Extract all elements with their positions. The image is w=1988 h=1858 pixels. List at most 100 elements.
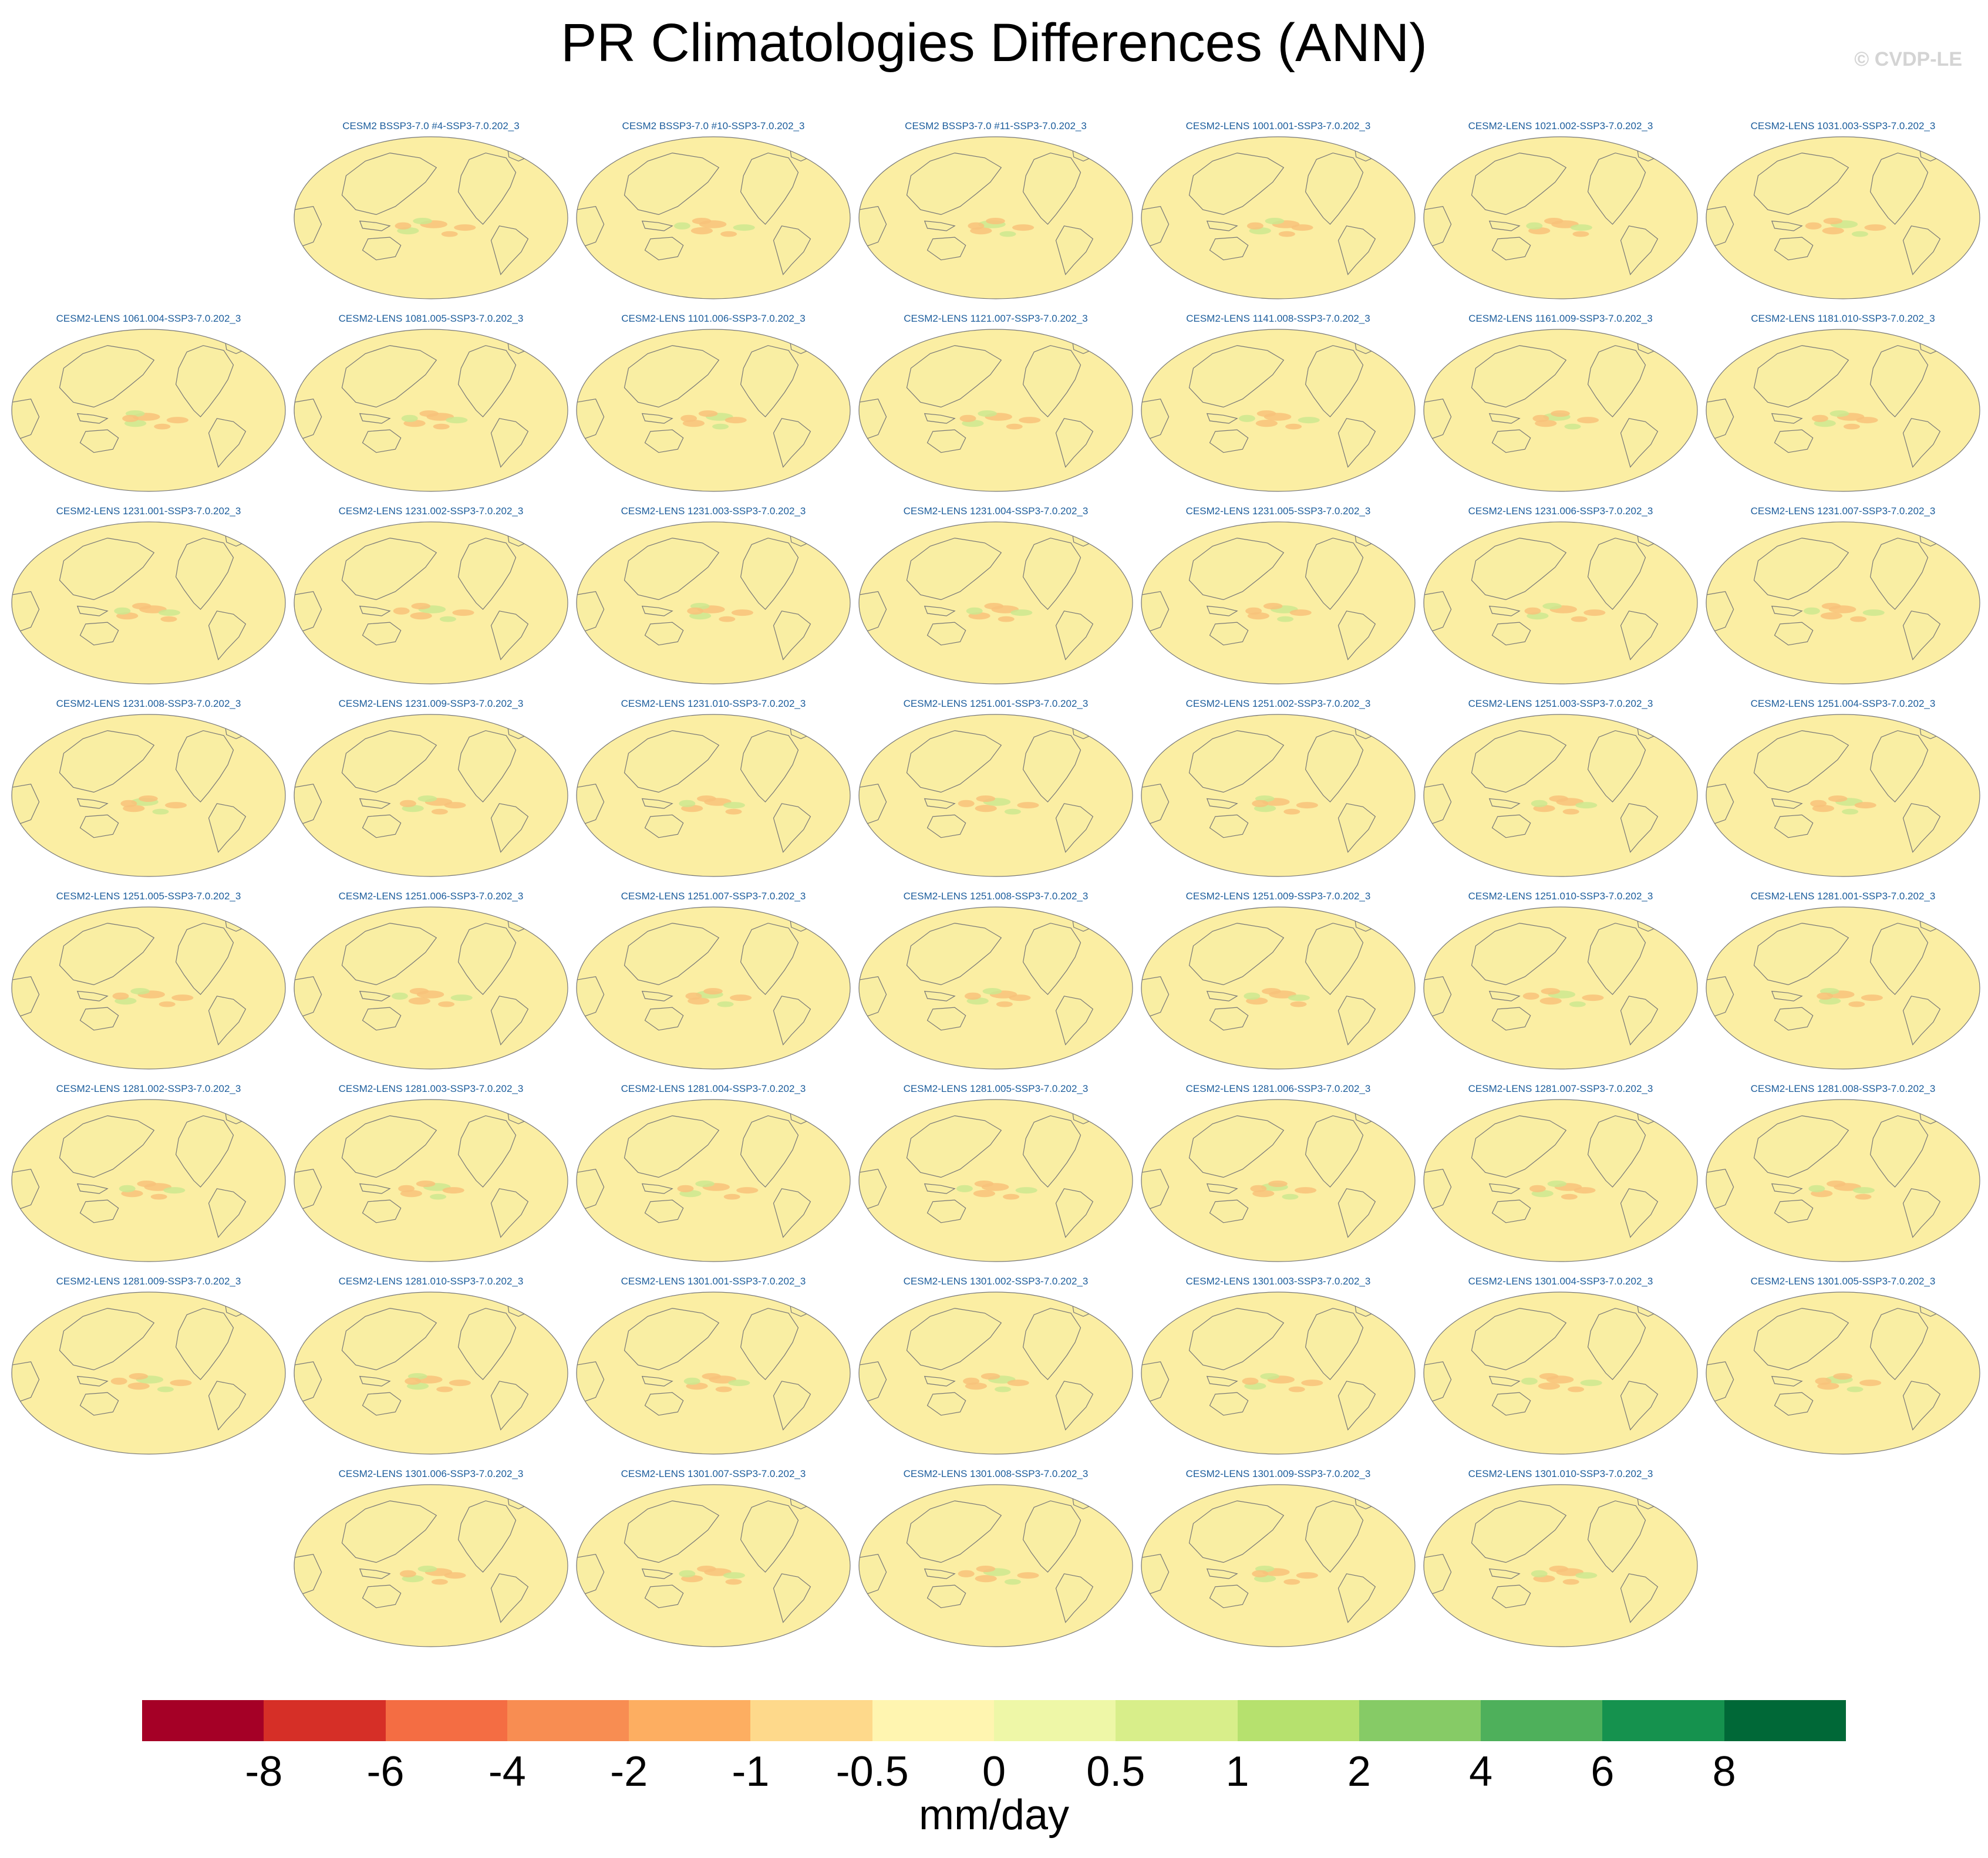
- anomaly-patch: [399, 800, 416, 807]
- coastline: [1188, 345, 1285, 408]
- anomaly-patch: [132, 603, 151, 609]
- map: [858, 1484, 1133, 1647]
- map-background: [294, 1292, 568, 1454]
- colorbar-swatch: [750, 1700, 872, 1741]
- anomaly-patch: [1531, 800, 1548, 807]
- map-background: [859, 522, 1133, 684]
- map-panel: CESM2-LENS 1031.003-SSP3-7.0.202_3: [1703, 120, 1983, 302]
- coastline: [1771, 1375, 1803, 1387]
- anomaly-patch: [1811, 414, 1828, 422]
- map-panel: CESM2-LENS 1021.002-SSP3-7.0.202_3: [1420, 120, 1701, 302]
- anomaly-patch: [399, 1570, 416, 1577]
- panel-title: CESM2-LENS 1281.005-SSP3-7.0.202_3: [903, 1083, 1089, 1094]
- anomaly-patch: [1524, 607, 1541, 615]
- map-panel: CESM2-LENS 1251.006-SSP3-7.0.202_3: [291, 891, 571, 1073]
- colorbar-tick-label: 1: [1225, 1748, 1249, 1795]
- map-background: [577, 1485, 850, 1647]
- map-border: [576, 521, 851, 684]
- coastline: [359, 990, 391, 1002]
- map: [1706, 329, 1980, 492]
- coastline: [59, 730, 155, 793]
- map-border: [1141, 714, 1416, 877]
- anomaly-patch: [152, 808, 169, 815]
- anomaly-patch: [409, 988, 429, 994]
- coastline: [79, 1199, 119, 1223]
- map: [1141, 136, 1416, 299]
- panel-title: CESM2-LENS 1281.007-SSP3-7.0.202_3: [1468, 1083, 1653, 1094]
- anomaly-patch: [1532, 414, 1549, 422]
- colorbar-tick-label: 4: [1469, 1748, 1493, 1795]
- anomaly-patch: [411, 603, 431, 609]
- anomaly-patch: [1521, 1377, 1538, 1385]
- map-border: [576, 1099, 851, 1262]
- anomaly-patch: [959, 414, 976, 422]
- map-background: [12, 907, 285, 1069]
- anomaly-patch: [958, 1570, 975, 1577]
- panel-title: CESM2-LENS 1231.010-SSP3-7.0.202_3: [621, 698, 806, 709]
- panel-title: CESM2-LENS 1301.008-SSP3-7.0.202_3: [903, 1468, 1089, 1479]
- coastline: [76, 990, 109, 1002]
- coastline: [859, 1554, 887, 1596]
- anomaly-patch: [1582, 994, 1604, 1002]
- colorbar-tick-label: 0: [982, 1748, 1006, 1795]
- coastline: [1209, 1007, 1249, 1031]
- anomaly-patch: [454, 224, 476, 231]
- coastline: [1869, 922, 1929, 995]
- map: [576, 1099, 851, 1262]
- coastline: [926, 237, 966, 261]
- coastline: [926, 1199, 966, 1223]
- coastline: [294, 399, 322, 440]
- coastline: [208, 803, 247, 853]
- colorbar-swatch: [1237, 1700, 1359, 1741]
- coastline: [341, 1500, 437, 1563]
- map-background: [1706, 907, 1980, 1069]
- anomaly-patch: [1551, 410, 1570, 417]
- anomaly-patch: [441, 231, 458, 237]
- anomaly-patch: [139, 795, 158, 802]
- coastline: [1206, 1568, 1238, 1579]
- anomaly-patch: [958, 800, 975, 807]
- map: [294, 906, 568, 1070]
- map-background: [577, 522, 850, 684]
- anomaly-patch: [1547, 1181, 1567, 1187]
- coastline: [1337, 1381, 1376, 1431]
- map-panel: CESM2-LENS 1301.002-SSP3-7.0.202_3: [855, 1276, 1136, 1458]
- map-border: [294, 1292, 568, 1455]
- anomaly-patch: [975, 1575, 997, 1583]
- map-background: [12, 522, 285, 684]
- map: [1423, 714, 1698, 877]
- anomaly-patch: [1252, 1570, 1269, 1577]
- coastline: [859, 784, 887, 825]
- anomaly-patch: [725, 808, 742, 815]
- coastline: [294, 784, 322, 825]
- coastline: [208, 996, 247, 1046]
- map: [11, 329, 286, 492]
- anomaly-patch: [1252, 800, 1269, 807]
- coastline: [644, 1392, 684, 1416]
- anomaly-patch: [1265, 218, 1285, 224]
- anomaly-patch: [1833, 1373, 1852, 1380]
- coastline: [624, 730, 720, 793]
- anomaly-patch: [130, 988, 150, 994]
- map-panel: CESM2-LENS 1301.006-SSP3-7.0.202_3: [291, 1468, 571, 1650]
- coastline: [740, 922, 799, 995]
- anomaly-patch: [695, 1181, 715, 1187]
- coastline: [1424, 399, 1452, 440]
- anomaly-patch: [452, 609, 474, 616]
- coastline: [76, 798, 109, 809]
- coastline: [1488, 990, 1521, 1002]
- map-panel: CESM2-LENS 1251.009-SSP3-7.0.202_3: [1138, 891, 1418, 1073]
- coastline: [859, 976, 887, 1018]
- map: [576, 1484, 851, 1647]
- colorbar-tick-label: 0.5: [1086, 1748, 1145, 1795]
- map: [1706, 1292, 1980, 1455]
- panel-title: CESM2-LENS 1281.008-SSP3-7.0.202_3: [1750, 1083, 1936, 1094]
- map-border: [858, 521, 1133, 684]
- anomaly-patch: [683, 1377, 700, 1385]
- map-background: [859, 137, 1133, 299]
- coastline: [1206, 413, 1238, 424]
- map-border: [11, 329, 286, 492]
- panel-title: CESM2-LENS 1251.009-SSP3-7.0.202_3: [1185, 891, 1371, 902]
- anomaly-patch: [956, 1185, 973, 1192]
- anomaly-patch: [1017, 802, 1039, 809]
